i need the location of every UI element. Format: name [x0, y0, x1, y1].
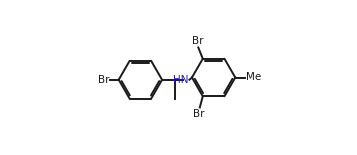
Text: Me: Me — [246, 73, 261, 82]
Text: Br: Br — [97, 75, 109, 85]
Text: Br: Br — [192, 36, 203, 46]
Text: Br: Br — [193, 109, 205, 119]
Text: HN: HN — [173, 75, 188, 85]
